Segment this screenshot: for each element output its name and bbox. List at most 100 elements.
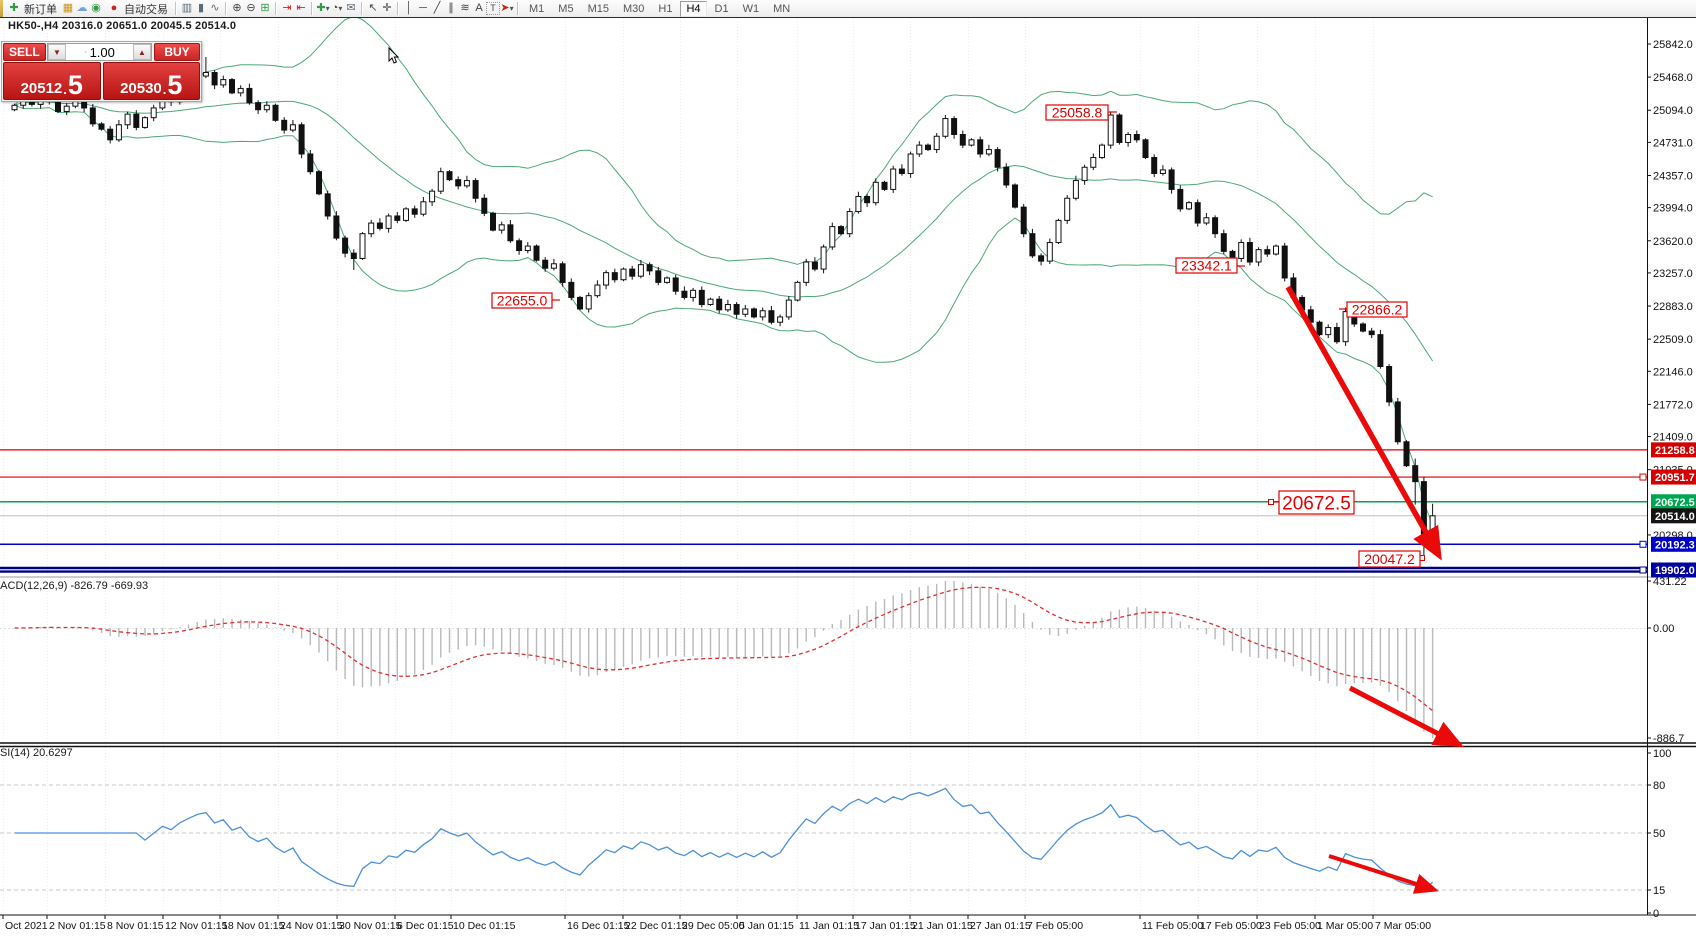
price-line-label xyxy=(1651,508,1696,524)
candle xyxy=(637,264,644,277)
svg-text:20047.2: 20047.2 xyxy=(1364,551,1415,567)
candle xyxy=(1055,219,1062,244)
svg-text:22883.0: 22883.0 xyxy=(1653,301,1693,313)
vertical-line-tool-icon[interactable]: │ xyxy=(405,2,413,14)
trend-arrow[interactable] xyxy=(1285,285,1442,561)
candle xyxy=(1212,217,1219,235)
trend-arrow[interactable] xyxy=(1328,854,1439,894)
candle xyxy=(307,153,314,173)
candle xyxy=(1325,327,1332,336)
candle xyxy=(881,181,888,190)
svg-text:20672.5: 20672.5 xyxy=(1282,493,1351,514)
autotrading-label: 自动交易 xyxy=(124,3,168,16)
zoom-in-icon[interactable]: ⊕ xyxy=(232,2,242,14)
toolbar-separator xyxy=(311,2,313,15)
candle xyxy=(133,113,140,128)
template-icon[interactable]: ✉ xyxy=(346,2,356,14)
timeframe-m30[interactable]: M30 xyxy=(622,2,645,15)
candle xyxy=(463,180,470,187)
candle xyxy=(925,144,931,151)
zoom-out-icon[interactable]: ⊖ xyxy=(246,2,256,14)
candle xyxy=(1081,166,1088,182)
macd-indicator-label: MACD(12,26,9) -826.79 -669.93 xyxy=(0,580,149,592)
tile-windows-icon[interactable]: ⊞ xyxy=(260,2,270,14)
svg-text:23620.0: 23620.0 xyxy=(1653,236,1693,248)
price-annotation[interactable]: 23342.1 xyxy=(1175,257,1245,274)
channel-tool-icon[interactable]: ∥ xyxy=(448,2,454,14)
svg-text:12 Nov 01:15: 12 Nov 01:15 xyxy=(165,920,228,932)
buy-button[interactable]: BUY xyxy=(154,43,200,61)
timeframe-mn[interactable]: MN xyxy=(773,2,791,15)
autotrading-button[interactable]: ● 自动交易 xyxy=(103,1,172,16)
profiles-icon[interactable]: ▦ xyxy=(62,2,74,14)
svg-text:21409.0: 21409.0 xyxy=(1653,432,1693,444)
mouse-cursor xyxy=(388,46,400,64)
candle xyxy=(577,296,583,310)
period-clock-icon[interactable]: ◔▾ xyxy=(331,2,343,14)
timeframe-d1[interactable]: D1 xyxy=(714,2,729,15)
price-annotation[interactable]: 22655.0 xyxy=(491,292,560,309)
candle xyxy=(1203,217,1210,224)
sell-button[interactable]: SELL xyxy=(3,43,46,61)
bar-chart-icon[interactable]: ▥ xyxy=(181,2,193,14)
timeframe-m15[interactable]: M15 xyxy=(587,2,609,15)
svg-text:7 Mar 05:00: 7 Mar 05:00 xyxy=(1375,920,1431,932)
candlestick-chart-icon[interactable]: ▮ xyxy=(197,2,205,14)
signal-icon[interactable]: ◉ xyxy=(91,2,101,14)
candle xyxy=(437,171,444,192)
svg-text:100: 100 xyxy=(1653,748,1671,760)
price-annotation[interactable]: 20047.2 xyxy=(1358,550,1425,568)
cloud-icon[interactable]: ☁ xyxy=(76,2,88,14)
volume-input[interactable]: ◦ 1.00 xyxy=(84,44,115,60)
line-chart-icon[interactable]: ∿ xyxy=(210,2,220,14)
price-line-label xyxy=(1651,494,1696,510)
timeframe-m5[interactable]: M5 xyxy=(558,2,574,15)
trendline-tool-icon[interactable]: ╱ xyxy=(433,2,441,14)
timeframe-m1[interactable]: M1 xyxy=(529,2,545,15)
candle xyxy=(1177,188,1184,210)
candle xyxy=(1125,134,1132,143)
candle xyxy=(585,295,592,310)
timeframe-h1[interactable]: H1 xyxy=(658,2,673,15)
candle xyxy=(1012,184,1018,208)
new-order-icon: ✚ xyxy=(9,2,19,14)
chart-shift-icon[interactable]: ⇤ xyxy=(296,2,306,14)
price-annotation[interactable]: 25058.8 xyxy=(1045,104,1117,121)
price-axis[interactable]: 25842.0 25468.0 25094.0 24731.0 24357.0 23994… xyxy=(1647,39,1696,920)
sell-price-display[interactable]: 20512. 5 xyxy=(3,62,101,100)
price-annotations[interactable]: 25058.8 23342.1 22866.2 22655.0 20672.5 20047… xyxy=(491,104,1425,568)
horizontal-price-lines[interactable] xyxy=(0,449,1647,574)
candle xyxy=(1003,166,1010,186)
cursor-tool-icon[interactable]: ↖ xyxy=(368,2,378,14)
crosshair-tool-icon[interactable]: ✛ xyxy=(382,2,392,14)
text-tool-icon[interactable]: A xyxy=(475,2,483,14)
add-indicator-icon[interactable]: ✚▾ xyxy=(316,2,330,14)
toolbar-dock-handle[interactable] xyxy=(0,0,3,17)
new-order-button[interactable]: ✚ 新订单 xyxy=(3,1,61,16)
arrows-tool-icon[interactable]: ➤▾ xyxy=(500,2,514,14)
time-axis[interactable]: Oct 2021 2 Nov 01:15 8 Nov 01:15 12 Nov 01:… xyxy=(2,915,1431,932)
horizontal-line-tool-icon[interactable]: ─ xyxy=(419,2,427,14)
candle xyxy=(1142,139,1149,159)
svg-text:22 Dec 01:15: 22 Dec 01:15 xyxy=(625,920,688,932)
timeframe-h4[interactable]: H4 xyxy=(680,0,707,17)
fibonacci-tool-icon[interactable]: ≋ xyxy=(460,2,470,14)
volume-decrease-button[interactable]: ▼ xyxy=(48,44,66,60)
text-label-tool-icon[interactable]: T xyxy=(486,2,500,15)
volume-increase-button[interactable]: ▲ xyxy=(133,44,151,60)
price-annotation[interactable]: 22866.2 xyxy=(1339,301,1408,318)
candle xyxy=(898,168,905,174)
price-annotation[interactable]: 20672.5 xyxy=(1268,490,1355,515)
candle xyxy=(768,310,775,323)
svg-text:0: 0 xyxy=(1653,908,1659,920)
auto-scroll-icon[interactable]: ⇥ xyxy=(282,2,292,14)
candle xyxy=(524,245,531,252)
trend-arrow[interactable] xyxy=(1348,685,1464,748)
timeframe-w1[interactable]: W1 xyxy=(742,2,760,15)
buy-price-display[interactable]: 20530. 5 xyxy=(102,62,200,100)
toolbar-separator xyxy=(275,2,277,15)
candle xyxy=(777,316,784,323)
candle xyxy=(916,144,923,155)
candle xyxy=(98,123,105,130)
